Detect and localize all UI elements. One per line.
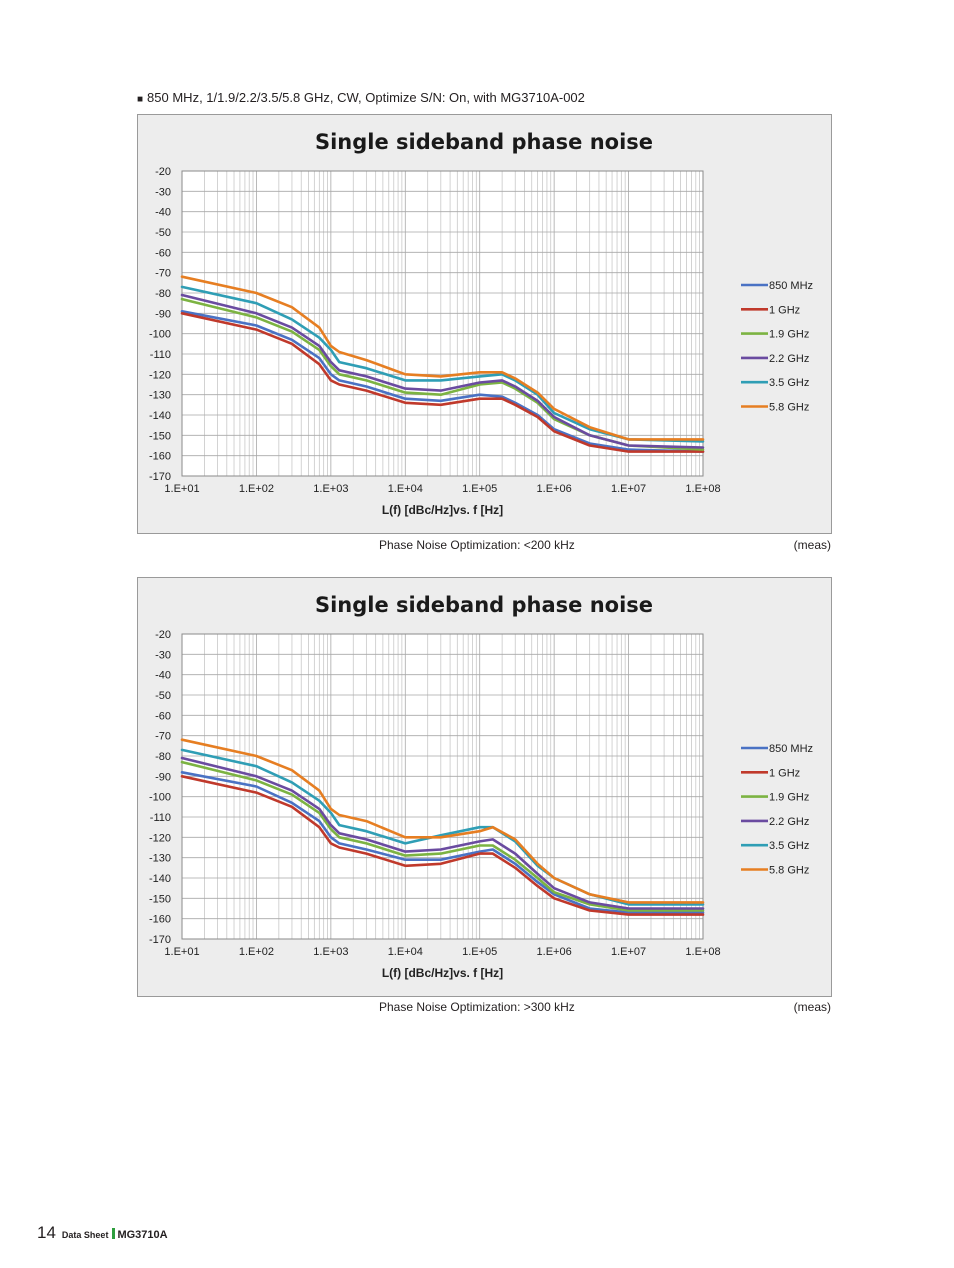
y-tick-label: -20 — [155, 629, 171, 641]
heading-text: 850 MHz, 1/1.9/2.2/3.5/5.8 GHz, CW, Opti… — [147, 90, 585, 105]
model-name: MG3710A — [117, 1229, 168, 1241]
y-tick-label: -160 — [149, 914, 171, 926]
legend-label: 5.8 GHz — [769, 402, 809, 414]
y-tick-label: -110 — [150, 349, 171, 361]
x-tick-label: 1.E+07 — [611, 483, 646, 495]
y-tick-label: -60 — [155, 710, 171, 722]
series-line-2 — [180, 760, 705, 912]
y-tick-label: -80 — [155, 751, 171, 763]
series-line-5 — [180, 738, 705, 904]
series-line-1 — [180, 775, 705, 916]
y-tick-label: -120 — [149, 369, 171, 381]
series-line-3 — [180, 756, 705, 910]
y-tick-label: -90 — [155, 308, 171, 320]
legend-label: 850 MHz — [769, 743, 813, 755]
doc-type: Data Sheet — [61, 1230, 109, 1240]
y-tick-label: -160 — [149, 451, 171, 463]
x-axis-label: L(f) [dBc/Hz]vs. f [Hz] — [382, 503, 503, 517]
y-tick-label: -90 — [155, 771, 171, 783]
x-tick-label: 1.E+08 — [685, 483, 720, 495]
x-tick-label: 1.E+06 — [537, 483, 572, 495]
x-tick-label: 1.E+02 — [239, 483, 274, 495]
y-tick-label: -130 — [149, 390, 171, 402]
y-tick-label: -120 — [149, 832, 171, 844]
y-tick-label: -30 — [155, 649, 171, 661]
plot-frame — [181, 170, 704, 477]
phase-noise-chart-1: Single sideband phase noise -20 -30 -40 -50 -… — [137, 114, 832, 534]
caption-text: Phase Noise Optimization: <200 kHz — [379, 538, 575, 552]
page-number: 14 — [37, 1223, 56, 1242]
legend-label: 3.5 GHz — [769, 377, 809, 389]
chart-title: Single sideband phase noise — [315, 593, 653, 617]
y-tick-label: -140 — [149, 873, 171, 885]
meas-label: (meas) — [793, 538, 831, 552]
y-tick-label: -80 — [155, 288, 171, 300]
phase-noise-chart-2: Single sideband phase noise -20 -30 -40 -50 -… — [137, 577, 832, 997]
series-line-1 — [180, 312, 705, 453]
y-tick-label: -170 — [149, 471, 171, 483]
x-tick-label: 1.E+03 — [313, 483, 348, 495]
y-tick-label: -130 — [149, 853, 171, 865]
x-tick-label: 1.E+06 — [537, 946, 572, 958]
series-line-0 — [180, 310, 705, 453]
legend-label: 5.8 GHz — [769, 865, 809, 877]
legend-label: 2.2 GHz — [769, 353, 809, 365]
x-tick-label: 1.E+03 — [313, 946, 348, 958]
legend-label: 2.2 GHz — [769, 816, 809, 828]
legend-label: 1.9 GHz — [769, 329, 809, 341]
x-tick-label: 1.E+05 — [462, 483, 497, 495]
x-tick-label: 1.E+08 — [685, 946, 720, 958]
square-bullet-icon: ■ — [137, 94, 144, 105]
y-tick-label: -110 — [150, 812, 171, 824]
y-tick-label: -70 — [155, 268, 171, 280]
page-footer: 14 Data Sheet MG3710A — [37, 1223, 168, 1243]
x-tick-label: 1.E+04 — [388, 946, 423, 958]
series-line-4 — [180, 285, 705, 443]
y-tick-label: -100 — [149, 329, 171, 341]
y-tick-label: -70 — [155, 731, 171, 743]
legend-label: 1.9 GHz — [769, 792, 809, 804]
green-bar-icon — [112, 1228, 116, 1239]
x-tick-label: 1.E+02 — [239, 946, 274, 958]
chart-svg-1: Single sideband phase noise -20 -30 -40 -50 -… — [149, 130, 813, 517]
y-tick-label: -150 — [149, 893, 171, 905]
x-axis-label: L(f) [dBc/Hz]vs. f [Hz] — [382, 966, 503, 980]
x-tick-label: 1.E+07 — [611, 946, 646, 958]
y-tick-label: -20 — [155, 166, 171, 178]
legend-label: 1 GHz — [769, 304, 800, 316]
legend-label: 850 MHz — [769, 280, 813, 292]
x-tick-label: 1.E+04 — [388, 483, 423, 495]
series-line-3 — [180, 293, 705, 449]
meas-label: (meas) — [793, 1000, 831, 1014]
y-tick-label: -140 — [149, 410, 171, 422]
series-line-0 — [180, 771, 705, 914]
y-tick-label: -150 — [149, 430, 171, 442]
x-tick-label: 1.E+01 — [164, 946, 199, 958]
x-tick-label: 1.E+01 — [164, 483, 199, 495]
y-tick-label: -50 — [155, 227, 171, 239]
plot-frame — [181, 633, 704, 940]
y-tick-label: -40 — [155, 207, 171, 219]
series-line-5 — [180, 275, 705, 441]
section-heading: ■ 850 MHz, 1/1.9/2.2/3.5/5.8 GHz, CW, Opt… — [137, 90, 585, 105]
y-tick-label: -100 — [149, 792, 171, 804]
chart-svg-2: Single sideband phase noise -20 -30 -40 -50 -… — [149, 593, 813, 980]
gridlines — [181, 170, 704, 477]
legend-label: 3.5 GHz — [769, 840, 809, 852]
y-tick-label: -170 — [149, 934, 171, 946]
chart-title: Single sideband phase noise — [315, 130, 653, 154]
caption-text: Phase Noise Optimization: >300 kHz — [379, 1000, 575, 1014]
y-tick-label: -60 — [155, 247, 171, 259]
y-tick-label: -40 — [155, 670, 171, 682]
gridlines — [181, 633, 704, 940]
x-tick-label: 1.E+05 — [462, 946, 497, 958]
y-tick-label: -30 — [155, 186, 171, 198]
legend-label: 1 GHz — [769, 767, 800, 779]
y-tick-label: -50 — [155, 690, 171, 702]
